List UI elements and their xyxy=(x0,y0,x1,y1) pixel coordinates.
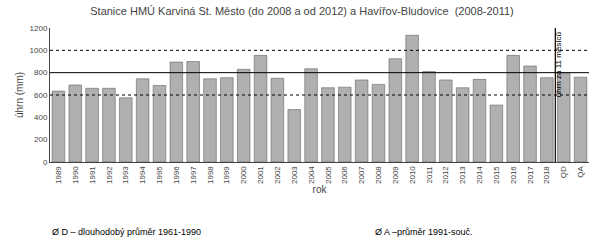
svg-text:1991: 1991 xyxy=(88,166,97,184)
svg-text:QA: QA xyxy=(576,166,585,178)
svg-text:1992: 1992 xyxy=(105,166,114,184)
svg-text:Stanice HMÚ Karviná St. Město: Stanice HMÚ Karviná St. Město (do 2008 a… xyxy=(90,5,514,17)
svg-text:1989: 1989 xyxy=(54,166,63,184)
svg-text:2003: 2003 xyxy=(290,166,299,184)
svg-text:1994: 1994 xyxy=(138,166,147,184)
svg-text:2000: 2000 xyxy=(239,166,248,184)
svg-text:Ø A –průměr 1991-souč.: Ø A –průměr 1991-souč. xyxy=(375,227,473,237)
svg-text:1995: 1995 xyxy=(155,166,164,184)
svg-text:1998: 1998 xyxy=(206,166,215,184)
svg-text:2012: 2012 xyxy=(441,166,450,184)
svg-text:2007: 2007 xyxy=(357,166,366,184)
svg-text:1996: 1996 xyxy=(172,166,181,184)
svg-text:1990: 1990 xyxy=(71,166,80,184)
svg-text:0: 0 xyxy=(43,158,48,167)
svg-text:2016: 2016 xyxy=(509,166,518,184)
svg-text:rok: rok xyxy=(313,184,328,195)
svg-text:1993: 1993 xyxy=(121,166,130,184)
svg-text:úhrn za 11 měsíců: úhrn za 11 měsíců xyxy=(554,32,563,97)
svg-text:Ø D – dlouhodobý průměr 1961-1: Ø D – dlouhodobý průměr 1961-1990 xyxy=(52,227,201,237)
svg-text:2014: 2014 xyxy=(475,166,484,184)
svg-text:2018: 2018 xyxy=(542,166,551,184)
svg-text:2011: 2011 xyxy=(425,166,434,184)
svg-text:QD: QD xyxy=(559,166,568,178)
svg-text:úhrn (mm): úhrn (mm) xyxy=(14,72,25,118)
svg-text:2001: 2001 xyxy=(256,166,265,184)
svg-text:1200: 1200 xyxy=(30,24,48,33)
svg-text:2004: 2004 xyxy=(307,166,316,184)
svg-text:1999: 1999 xyxy=(222,166,231,184)
svg-text:800: 800 xyxy=(34,68,48,77)
svg-text:2008: 2008 xyxy=(374,166,383,184)
svg-text:2013: 2013 xyxy=(458,166,467,184)
svg-text:2017: 2017 xyxy=(526,166,535,184)
svg-text:2009: 2009 xyxy=(391,166,400,184)
svg-text:1000: 1000 xyxy=(30,46,48,55)
svg-text:2015: 2015 xyxy=(492,166,501,184)
svg-text:600: 600 xyxy=(34,91,48,100)
svg-text:400: 400 xyxy=(34,113,48,122)
svg-text:2010: 2010 xyxy=(408,166,417,184)
svg-text:1997: 1997 xyxy=(189,166,198,184)
svg-text:200: 200 xyxy=(34,135,48,144)
svg-text:2006: 2006 xyxy=(340,166,349,184)
svg-text:2005: 2005 xyxy=(324,166,333,184)
svg-text:2002: 2002 xyxy=(273,166,282,184)
